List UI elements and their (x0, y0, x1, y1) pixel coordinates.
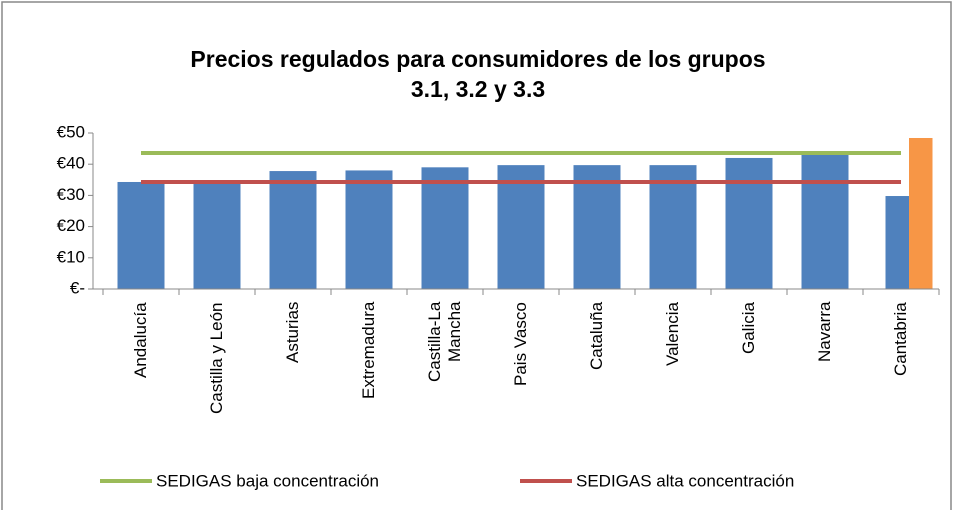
y-tick-label: €10 (57, 247, 85, 266)
x-tick-label: Cataluña (587, 302, 606, 371)
bar (497, 165, 545, 289)
y-tick-label: €- (70, 278, 85, 297)
x-tick-label: Asturias (283, 302, 302, 364)
bar (193, 181, 241, 289)
x-tick-label: Navarra (815, 302, 834, 363)
bar (801, 153, 849, 289)
bar (725, 157, 773, 289)
x-tick-label: Cantabria (891, 302, 910, 376)
bar (345, 170, 393, 289)
y-tick-label: €20 (57, 216, 85, 235)
x-tick-label: Valencia (663, 302, 682, 366)
bar (421, 167, 469, 289)
bar (649, 165, 697, 289)
y-tick-label: €30 (57, 185, 85, 204)
x-tick-label: Castilla-La Mancha (425, 302, 464, 383)
legend-label: SEDIGAS baja concentración (156, 471, 379, 490)
y-tick-label: €50 (57, 122, 85, 141)
legend-label: SEDIGAS alta concentración (576, 471, 794, 490)
bar (573, 165, 621, 289)
x-tick-label: Andalucía (131, 302, 150, 378)
bar (885, 196, 909, 289)
bar (269, 171, 317, 289)
chart-title: Precios regulados para consumidores de l… (190, 46, 766, 102)
y-tick-label: €40 (57, 154, 85, 173)
x-tick-label: Galicia (739, 302, 758, 354)
x-tick-label: Extremadura (359, 302, 378, 400)
x-tick-label: Pais Vasco (511, 302, 530, 386)
bar (117, 181, 165, 289)
bar (909, 137, 933, 289)
x-tick-label: Castilla y León (207, 302, 226, 414)
